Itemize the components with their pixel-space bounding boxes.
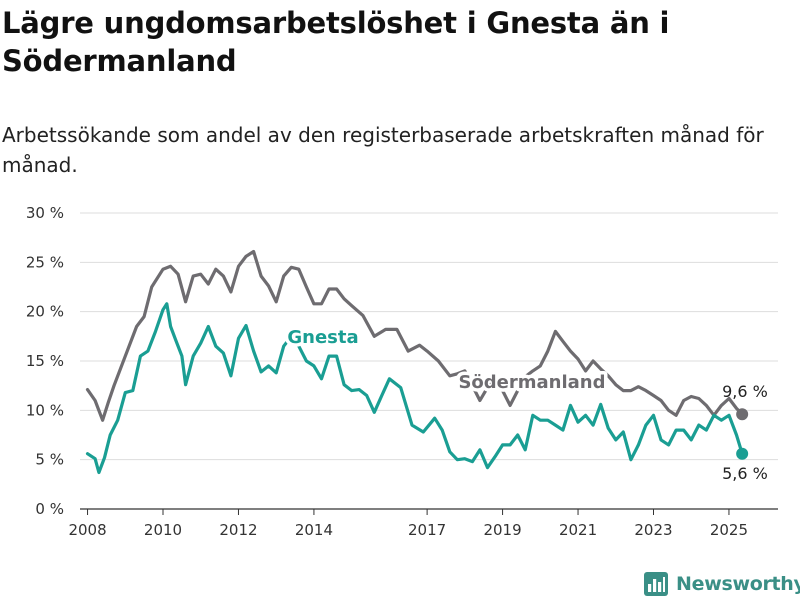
x-tick-label: 2023: [634, 521, 672, 539]
y-tick-label: 10 %: [26, 401, 64, 419]
series-line-s-dermanland: [85, 249, 744, 422]
x-tick-label: 2010: [144, 521, 182, 539]
end-value-label-gnesta: 5,6 %: [722, 464, 768, 483]
series-label-gnesta: Gnesta: [287, 327, 358, 348]
newsworthy-logo: Newsworthy: [644, 570, 800, 598]
x-tick-label: 2019: [483, 521, 521, 539]
line-chart: 0 % 5 % 10 % 15 % 20 % 25 % 30 % 2008 2010 2012 20…: [26, 204, 778, 539]
bar-chart-logo-icon: [644, 572, 668, 596]
y-tick-label: 25 %: [26, 253, 64, 271]
series-label-halo-s-dermanland: Södermanland: [458, 372, 605, 393]
y-tick-label: 5 %: [35, 451, 64, 469]
y-tick-label: 20 %: [26, 303, 64, 321]
y-tick-label: 15 %: [26, 352, 64, 370]
brand-name: Newsworthy: [676, 573, 800, 595]
y-tick-label: 30 %: [26, 204, 64, 222]
end-value-label-s-dermanland: 9,6 %: [722, 382, 768, 401]
x-tick-label: 2017: [408, 521, 446, 539]
end-marker-gnesta: [736, 447, 749, 460]
series-label-s-dermanland: Södermanland: [458, 372, 605, 393]
y-tick-label: 0 %: [35, 500, 64, 518]
series-gnesta: [85, 302, 749, 475]
x-tick-label: 2021: [559, 521, 597, 539]
x-tick-label: 2012: [219, 521, 257, 539]
x-tick-label: 2008: [68, 521, 106, 539]
chart-subtitle: Arbetssökande som andel av den registerb…: [2, 123, 764, 177]
series-line-gnesta: [85, 302, 744, 475]
series-label-halo-gnesta: Gnesta: [287, 327, 358, 348]
chart-title: Lägre ungdomsarbetslöshet i Gnesta än i …: [2, 6, 670, 78]
end-marker-s-dermanland: [736, 408, 749, 421]
x-tick-label: 2025: [710, 521, 748, 539]
series-s-dermanland: [85, 249, 749, 422]
x-tick-label: 2014: [295, 521, 333, 539]
